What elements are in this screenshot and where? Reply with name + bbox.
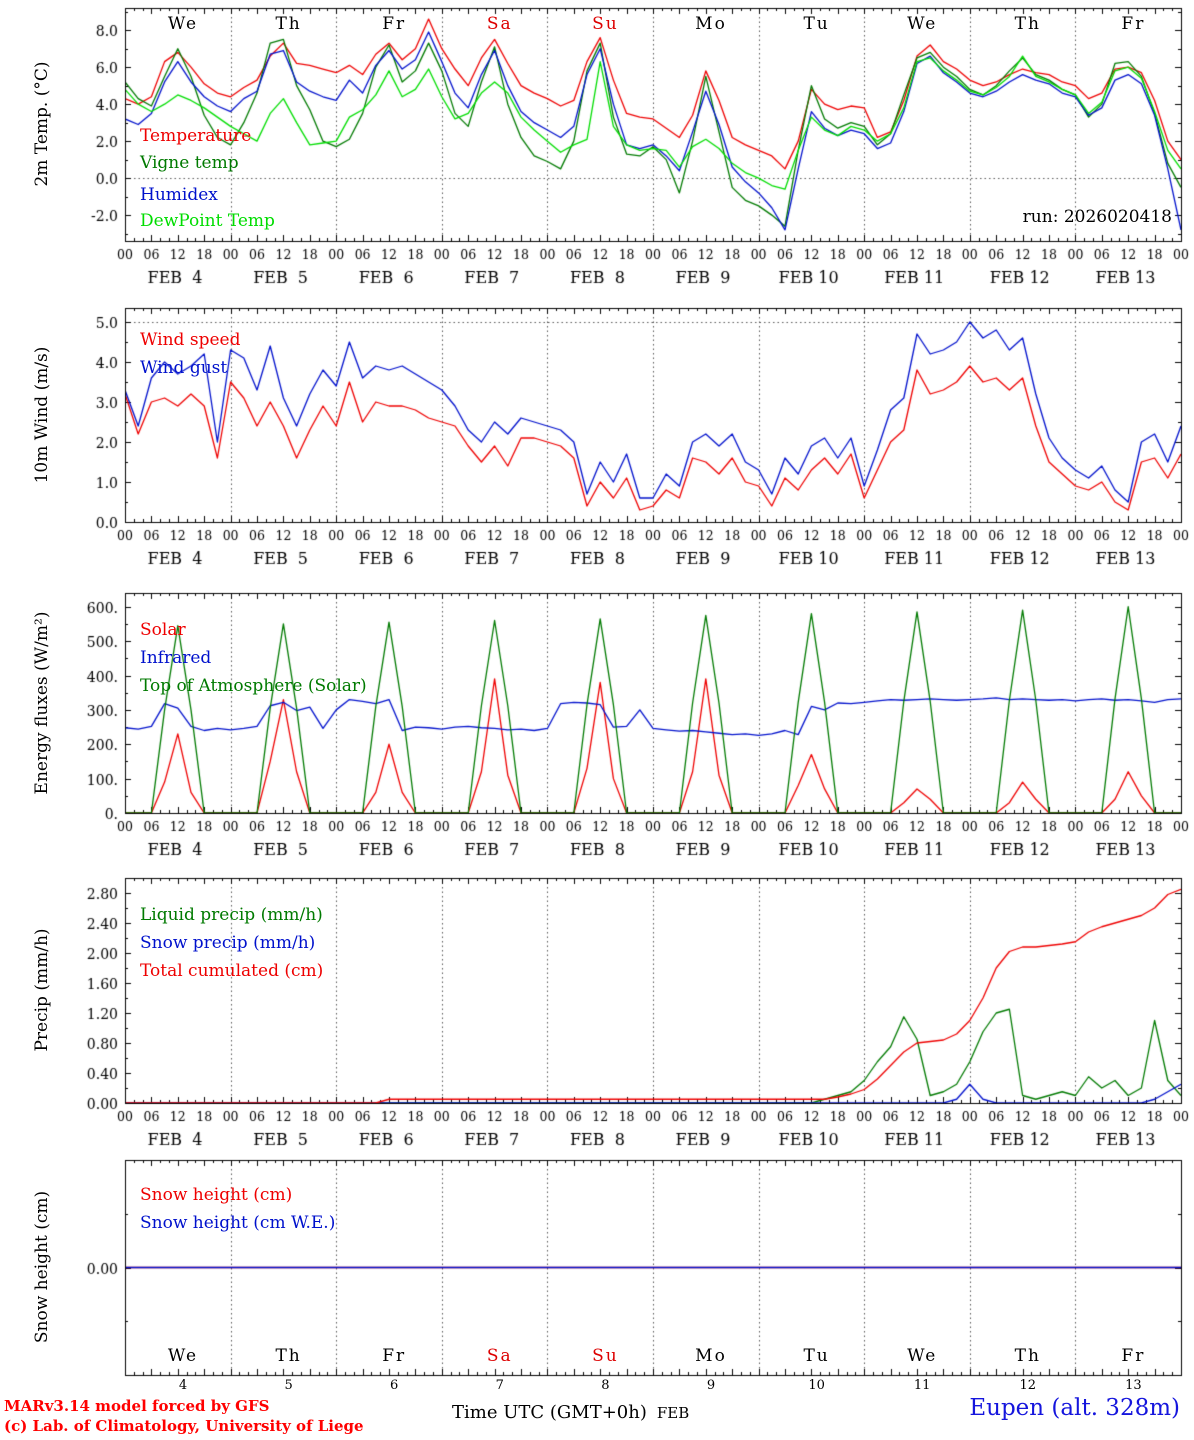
y-axis-title-snow: Snow height (cm) — [32, 1190, 52, 1344]
legend-snow-precip: Snow precip (mm/h) — [140, 933, 316, 953]
legend-snow-height-we: Snow height (cm W.E.) — [140, 1213, 336, 1233]
model-credit-line2: (c) Lab. of Climatology, University of L… — [4, 1417, 364, 1435]
station-label: Eupen (alt. 328m) — [969, 1395, 1180, 1421]
day-of-week-label: Fr — [1121, 14, 1146, 34]
day-of-week-label: Su — [592, 14, 619, 34]
day-of-week-label: Fr — [1121, 1346, 1146, 1366]
model-credit: MARv3.14 model forced by GFS (c) Lab. of… — [4, 1396, 364, 1436]
day-of-week-label: Tu — [803, 14, 830, 34]
legend-vigne-temp: Vigne temp — [140, 153, 239, 173]
legend-total-cumulated: Total cumulated (cm) — [140, 961, 324, 981]
day-of-week-label: We — [907, 14, 938, 34]
temperature-panel-canvas — [0, 0, 1194, 295]
time-utc-label: Time UTC (GMT+0h) — [452, 1402, 647, 1423]
day-number-label: 5 — [284, 1378, 293, 1393]
day-of-week-label: Fr — [382, 14, 407, 34]
energy-panel-canvas — [0, 585, 1194, 868]
day-of-week-label: We — [167, 14, 199, 34]
legend-infrared: Infrared — [140, 648, 212, 668]
y-axis-title-energy: Energy fluxes (W/m²) — [32, 611, 52, 795]
day-number-label: 13 — [1125, 1378, 1142, 1393]
legend-wind-gust: Wind gust — [140, 358, 228, 378]
day-number-label: 12 — [1019, 1378, 1037, 1393]
precip-panel-canvas — [0, 868, 1194, 1153]
wind-panel-canvas — [0, 295, 1194, 585]
day-of-week-label: Su — [592, 1346, 619, 1366]
x-axis-title: Time UTC (GMT+0h) FEB — [452, 1402, 689, 1423]
day-number-label: 8 — [601, 1378, 610, 1393]
legend-temperature: Temperature — [140, 126, 252, 146]
legend-toa-solar: Top of Atmosphere (Solar) — [140, 676, 367, 696]
day-of-week-label: Tu — [803, 1346, 830, 1366]
legend-snow-height: Snow height (cm) — [140, 1185, 293, 1205]
y-axis-title-temperature: 2m Temp. (°C) — [32, 61, 52, 187]
snow-panel-canvas — [0, 1153, 1194, 1440]
y-axis-title-wind: 10m Wind (m/s) — [32, 346, 52, 484]
legend-dewpoint-temp: DewPoint Temp — [140, 211, 275, 231]
day-number-label: 11 — [913, 1378, 931, 1393]
legend-humidex: Humidex — [140, 185, 218, 205]
day-of-week-label: We — [167, 1346, 199, 1366]
day-of-week-label: Th — [275, 14, 302, 34]
day-number-label: 4 — [178, 1378, 188, 1393]
day-of-week-label: Mo — [695, 1346, 727, 1366]
day-number-label: 7 — [495, 1378, 504, 1393]
day-of-week-label: Mo — [695, 14, 727, 34]
day-of-week-label: Sa — [486, 14, 513, 34]
day-number-label: 10 — [808, 1378, 825, 1393]
y-axis-title-precip: Precip (mm/h) — [32, 928, 52, 1052]
legend-solar: Solar — [140, 620, 186, 640]
feb-axis-label: FEB — [656, 1404, 690, 1422]
day-of-week-label: Th — [1014, 14, 1041, 34]
legend-wind-speed: Wind speed — [140, 330, 241, 350]
run-label: run: 2026020418 — [1022, 207, 1172, 227]
day-of-week-label: Th — [1014, 1346, 1041, 1366]
day-of-week-label: Th — [275, 1346, 302, 1366]
model-credit-line1: MARv3.14 model forced by GFS — [4, 1397, 270, 1415]
day-number-label: 6 — [390, 1378, 399, 1393]
day-of-week-label: We — [907, 1346, 938, 1366]
day-number-label: 9 — [706, 1378, 716, 1393]
day-of-week-label: Fr — [382, 1346, 407, 1366]
legend-liquid-precip: Liquid precip (mm/h) — [140, 905, 323, 925]
day-of-week-label: Sa — [486, 1346, 513, 1366]
